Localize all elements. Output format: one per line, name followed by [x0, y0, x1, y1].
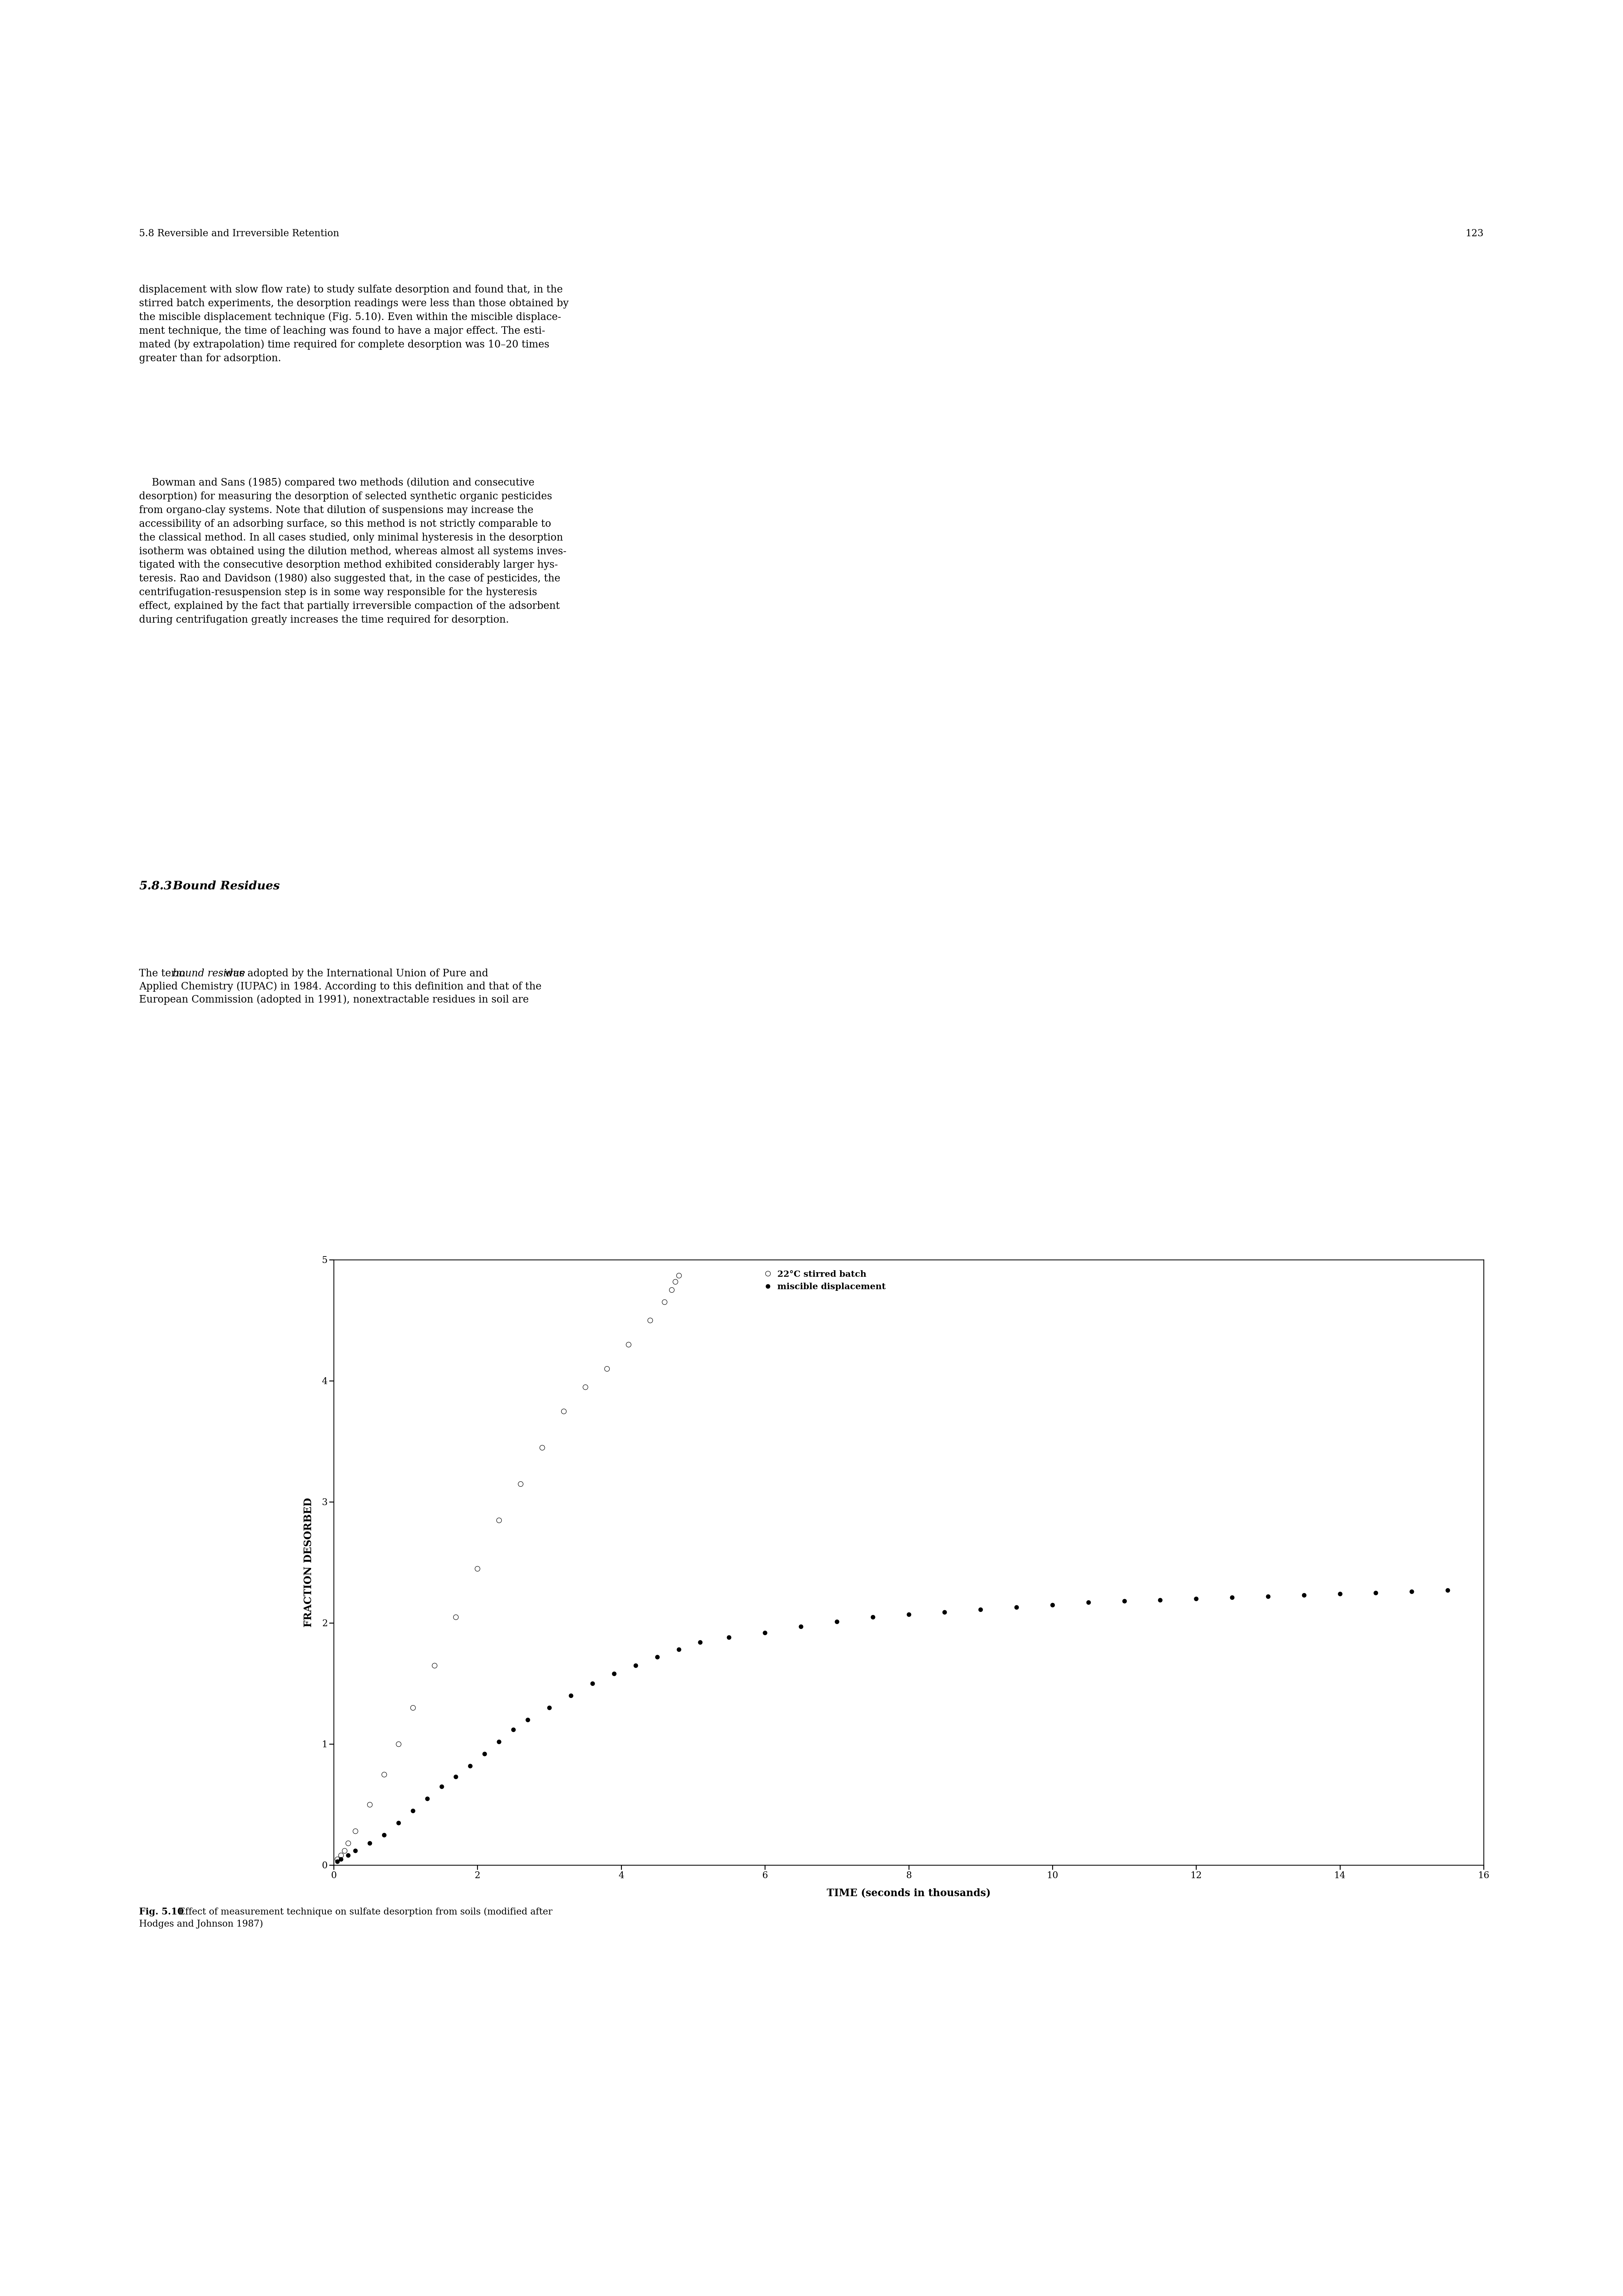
- Text: 5.8.3: 5.8.3: [140, 879, 172, 891]
- Text: 123: 123: [1466, 230, 1483, 239]
- Text: Applied Chemistry (IUPAC) in 1984. According to this definition and that of the: Applied Chemistry (IUPAC) in 1984. Accor…: [140, 983, 542, 992]
- Text: The term: The term: [140, 969, 188, 978]
- Text: Fig. 5.10: Fig. 5.10: [140, 1908, 183, 1917]
- Text: displacement with slow flow rate) to study sulfate desorption and found that, in: displacement with slow flow rate) to stu…: [140, 285, 568, 363]
- Y-axis label: FRACTION DESORBED: FRACTION DESORBED: [304, 1497, 313, 1628]
- Text: 5.8 Reversible and Irreversible Retention: 5.8 Reversible and Irreversible Retentio…: [140, 230, 339, 239]
- Legend: 22°C stirred batch, miscible displacement: 22°C stirred batch, miscible displacemen…: [763, 1270, 886, 1290]
- Text: Bowman and Sans (1985) compared two methods (dilution and consecutive
desorption: Bowman and Sans (1985) compared two meth…: [140, 478, 566, 625]
- Text: was adopted by the International Union of Pure and: was adopted by the International Union o…: [221, 969, 489, 978]
- Text: Hodges and Johnson 1987): Hodges and Johnson 1987): [140, 1919, 263, 1929]
- Text: Bound Residues: Bound Residues: [164, 879, 279, 891]
- Text: European Commission (adopted in 1991), nonextractable residues in soil are: European Commission (adopted in 1991), n…: [140, 994, 529, 1006]
- Text: Effect of measurement technique on sulfate desorption from soils (modified after: Effect of measurement technique on sulfa…: [172, 1908, 552, 1917]
- Text: bound residue: bound residue: [172, 969, 245, 978]
- X-axis label: TIME (seconds in thousands): TIME (seconds in thousands): [826, 1887, 990, 1899]
